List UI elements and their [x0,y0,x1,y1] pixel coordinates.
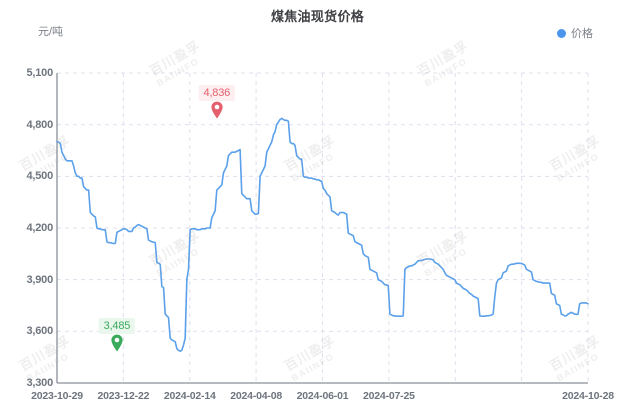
y-tick-label: 3,300 [26,377,53,389]
y-axis-labels: 5,100 4,800 4,500 4,200 3,900 3,600 3,300 [0,0,53,409]
y-tick-label: 4,200 [26,222,53,234]
min-marker-pin-icon[interactable] [110,334,123,352]
max-marker-pin-icon[interactable] [210,101,223,119]
x-tick-label: 2023-10-29 [31,390,83,402]
series-line-price [56,117,589,352]
y-axis-unit-label: 元/吨 [38,26,64,38]
legend-label-price: 价格 [571,28,593,40]
x-tick-label: 2024-02-14 [163,390,216,402]
y-tick-label: 5,100 [26,67,53,79]
max-value-label: 4,836 [198,85,236,102]
y-tick-label: 4,800 [26,118,53,131]
x-tick-label: 2023-12-22 [97,390,150,402]
y-tick-label: 4,500 [26,170,53,183]
y-tick-label: 3,600 [26,325,53,338]
x-tick-label: 2024-06-01 [296,390,349,402]
x-tick-label: 2024-07-25 [363,390,415,402]
legend-color-swatch-price [557,28,566,38]
x-tick-label: 2024-10-28 [562,390,614,402]
y-tick-label: 3,900 [26,273,53,286]
x-tick-label: 2024-04-08 [230,390,282,402]
min-value-label: 3,485 [98,318,136,335]
gridlines [57,72,589,383]
axis-lines [56,73,588,384]
chart-title: 煤焦油现货价格 [270,9,365,24]
chart-legend[interactable]: 价格 [557,25,593,41]
